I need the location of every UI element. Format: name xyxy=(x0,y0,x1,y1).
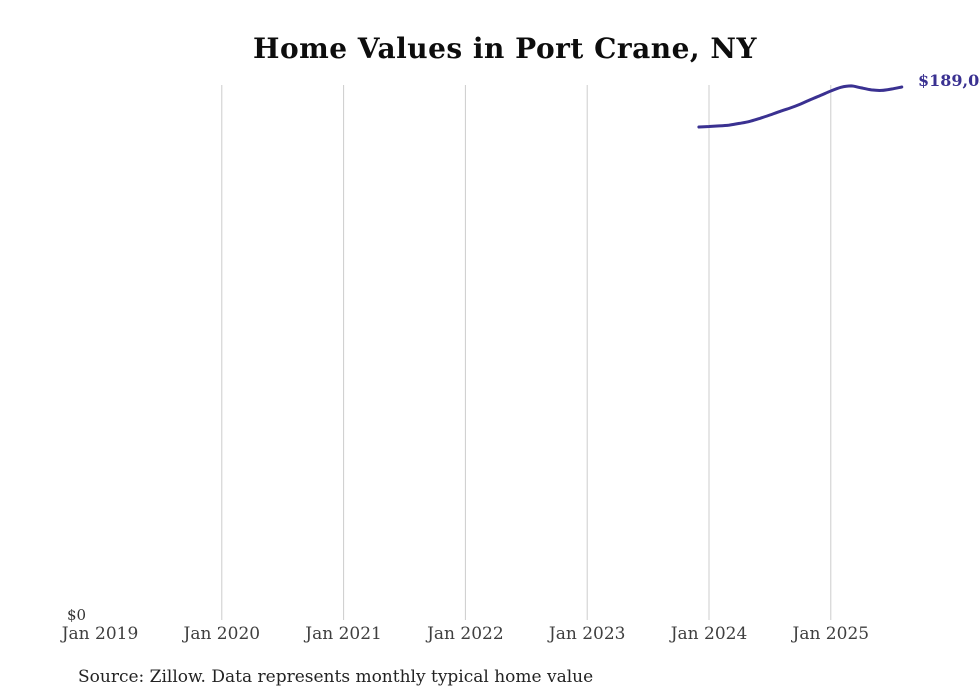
source-note: Source: Zillow. Data represents monthly … xyxy=(78,667,594,687)
end-value-label: $189,04 xyxy=(918,71,980,90)
x-axis-label: Jan 2021 xyxy=(305,624,382,644)
home-value-line xyxy=(697,84,904,129)
y-axis-zero-label: $0 xyxy=(67,606,87,624)
x-axis-label: Jan 2020 xyxy=(183,624,261,644)
x-axis-label: Jan 2024 xyxy=(670,624,748,644)
x-axis-label: Jan 2022 xyxy=(427,624,504,644)
x-axis-label: Jan 2019 xyxy=(61,624,139,644)
x-axis-label: Jan 2025 xyxy=(792,624,870,644)
chart-title: Home Values in Port Crane, NY xyxy=(252,32,758,65)
x-axis-label: Jan 2023 xyxy=(548,624,626,644)
